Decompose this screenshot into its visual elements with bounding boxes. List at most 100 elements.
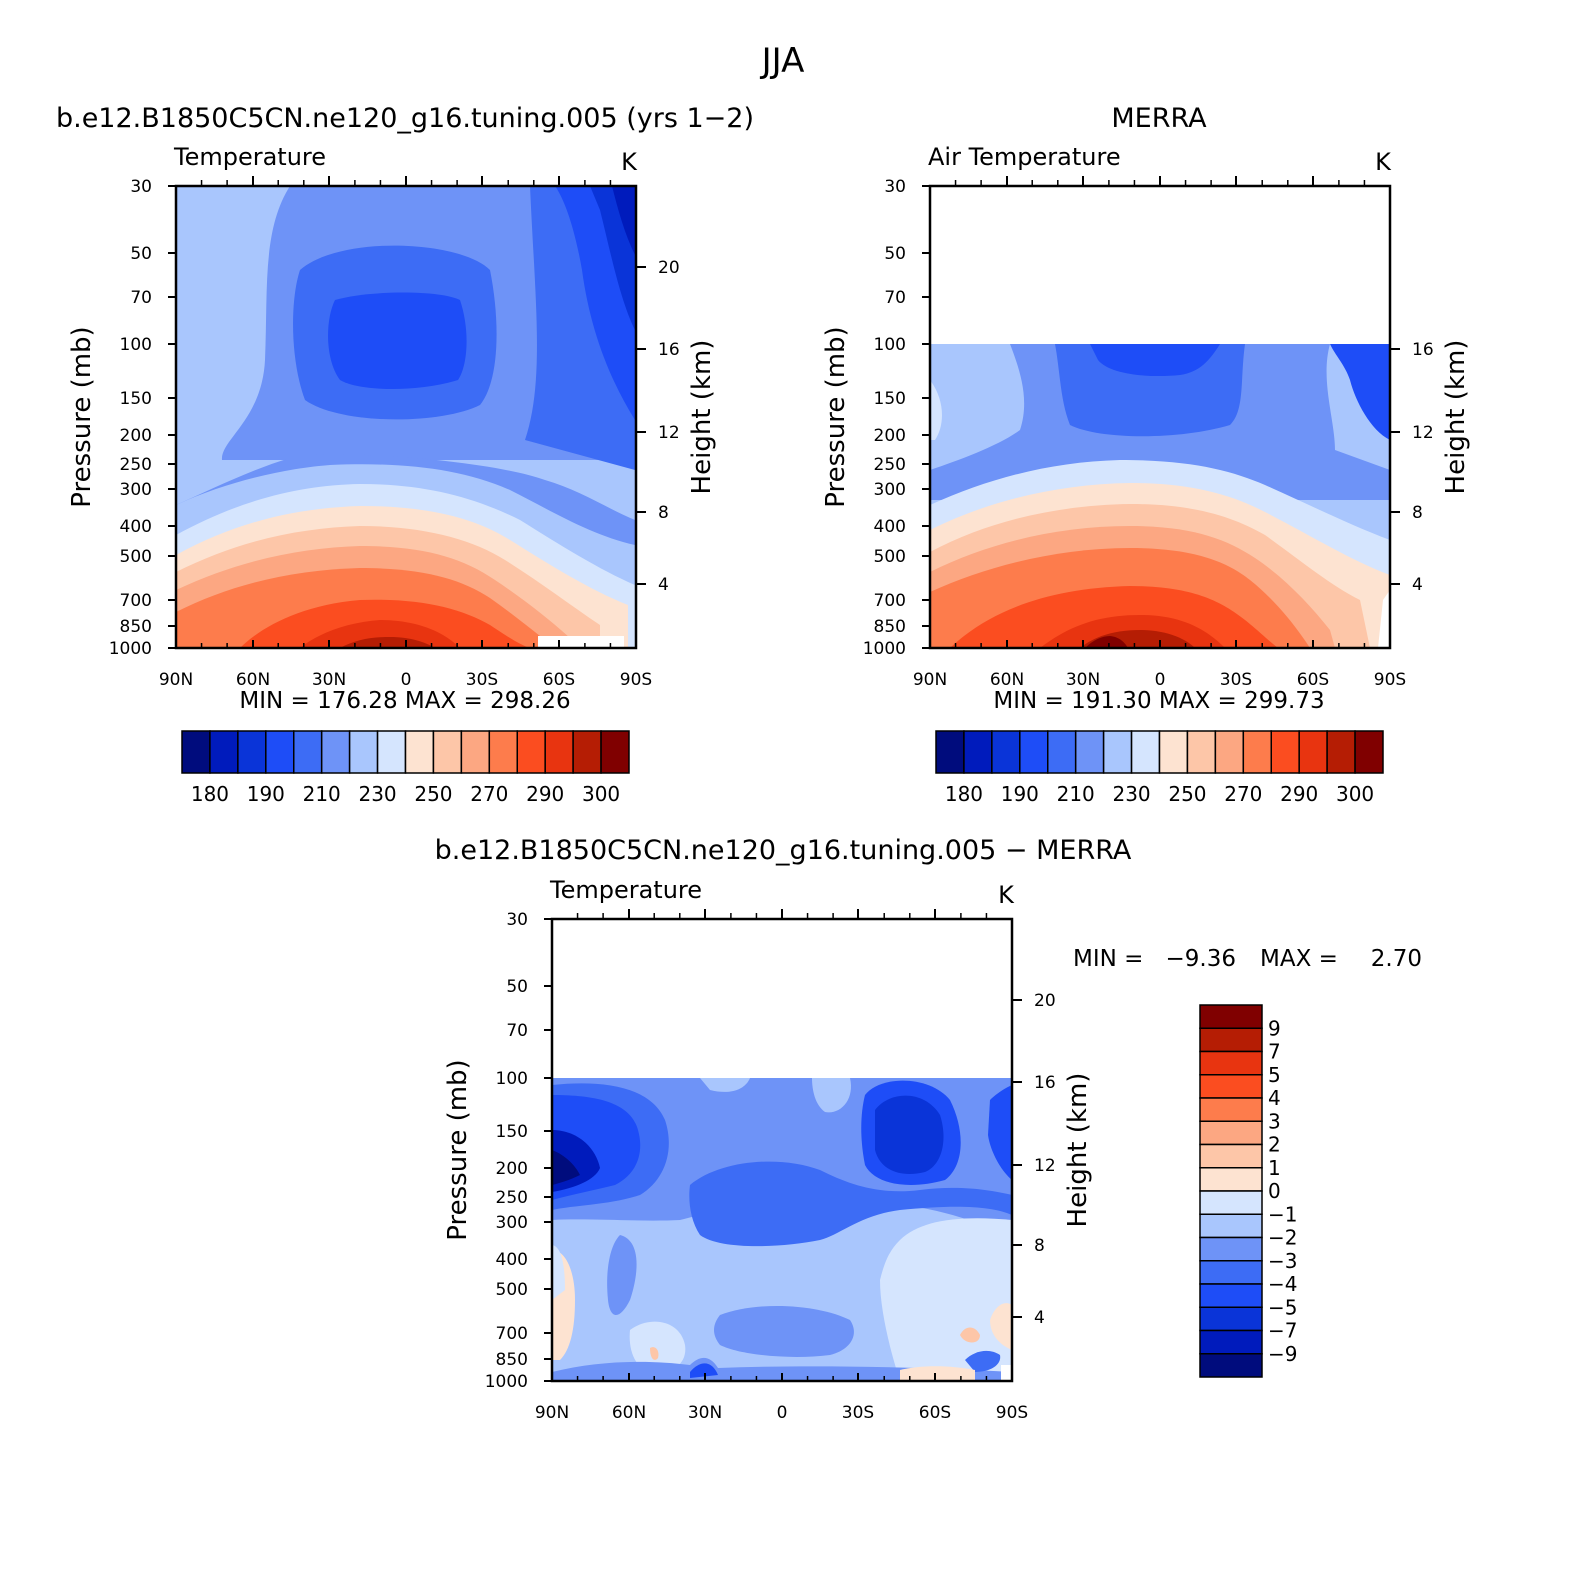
y-tick-150: 150 <box>120 389 176 409</box>
y-tick-850: 850 <box>874 617 930 637</box>
svg-text:0: 0 <box>777 1403 788 1423</box>
y-tick-50: 50 <box>506 977 552 997</box>
panel-model-units: K <box>621 148 638 176</box>
svg-text:8: 8 <box>1412 503 1423 523</box>
svg-text:90S: 90S <box>620 670 652 690</box>
x-tick-60N: 60N <box>990 640 1024 690</box>
y-tick-100: 100 <box>496 1069 552 1089</box>
y-tick-300: 300 <box>874 480 930 500</box>
y-tick-1000: 1000 <box>109 639 176 659</box>
svg-text:100: 100 <box>120 335 152 355</box>
y-tick-250: 250 <box>120 455 176 475</box>
svg-text:850: 850 <box>874 617 906 637</box>
colorbar-box <box>348 730 379 774</box>
colorbar-label: 180 <box>945 782 983 806</box>
colorbar-box <box>488 730 518 774</box>
colorbar-label: 9 <box>1268 1016 1281 1040</box>
colorbar-box <box>963 730 993 774</box>
colorbar-label: −2 <box>1268 1226 1297 1250</box>
svg-text:1000: 1000 <box>109 639 152 659</box>
svg-text:60S: 60S <box>919 1403 951 1423</box>
colorbar-box <box>544 730 574 774</box>
panel-obs-units: K <box>1375 148 1392 176</box>
colorbar-label: 210 <box>1057 782 1095 806</box>
colorbar-box <box>1199 1353 1263 1378</box>
y-tick-850: 850 <box>496 1350 552 1370</box>
colorbar-label: 290 <box>526 782 564 806</box>
colorbar-label: −9 <box>1268 1342 1297 1366</box>
figure-title: JJA <box>760 41 805 81</box>
y-right-tick-4: 4 <box>1390 575 1423 595</box>
y-tick-300: 300 <box>496 1213 552 1233</box>
colorbar-label: 1 <box>1268 1156 1281 1180</box>
y-tick-70: 70 <box>130 288 176 308</box>
colorbar-box <box>1199 1143 1263 1169</box>
y-tick-30: 30 <box>506 910 552 930</box>
y-tick-700: 700 <box>874 591 930 611</box>
panel-diff: b.e12.B1850C5CN.ne120_g16.tuning.005 − M… <box>435 835 1422 1423</box>
x-tick-90N: 90N <box>535 1373 569 1423</box>
y-tick-500: 500 <box>874 547 930 567</box>
colorbar-label: −5 <box>1268 1295 1297 1319</box>
svg-text:70: 70 <box>884 288 906 308</box>
colorbar-box <box>1199 1097 1263 1122</box>
svg-text:100: 100 <box>496 1069 528 1089</box>
colorbar-box <box>1047 730 1077 774</box>
panel-diff-field <box>552 1078 1012 1381</box>
svg-text:500: 500 <box>874 547 906 567</box>
svg-text:16: 16 <box>1034 1073 1056 1093</box>
x-tick-30N: 30N <box>1066 640 1100 690</box>
colorbar-box <box>1019 730 1049 774</box>
svg-text:700: 700 <box>120 591 152 611</box>
x-tick-90S: 90S <box>1374 640 1406 690</box>
colorbar-box <box>460 730 491 774</box>
top-major-ticks <box>628 909 936 919</box>
y-tick-200: 200 <box>496 1159 552 1179</box>
colorbar-box <box>1242 730 1272 774</box>
y-tick-1000: 1000 <box>863 639 930 659</box>
colorbar-label: 270 <box>1224 782 1262 806</box>
colorbar-box <box>1354 730 1384 774</box>
colorbar-box <box>1130 730 1161 774</box>
x-tick-30S: 30S <box>466 640 498 690</box>
colorbar-box <box>1214 730 1245 774</box>
svg-text:50: 50 <box>884 244 906 264</box>
colorbar-label: 230 <box>1112 782 1150 806</box>
svg-text:30S: 30S <box>842 1403 874 1423</box>
svg-text:100: 100 <box>874 335 906 355</box>
colorbar-label: 7 <box>1268 1040 1281 1064</box>
panel-obs-ylabel: Pressure (mb) <box>821 326 851 507</box>
colorbar-box <box>600 730 630 774</box>
panel-model-ylabel: Pressure (mb) <box>67 326 97 507</box>
y-right-tick-8: 8 <box>1390 503 1423 523</box>
colorbar-box <box>1074 730 1105 774</box>
y-right-tick-16: 16 <box>636 340 680 360</box>
svg-text:150: 150 <box>496 1122 528 1142</box>
x-tick-90S: 90S <box>620 640 652 690</box>
colorbar-box <box>1199 1050 1263 1076</box>
colorbar-box <box>1298 730 1328 774</box>
x-tick-90N: 90N <box>159 640 193 690</box>
colorbar-box <box>1199 1236 1263 1262</box>
y-tick-400: 400 <box>496 1250 552 1270</box>
y-right-tick-12: 12 <box>1012 1156 1056 1176</box>
colorbar-box <box>1199 1074 1263 1099</box>
svg-text:8: 8 <box>658 503 669 523</box>
colorbar-label: −7 <box>1268 1319 1297 1343</box>
y-tick-200: 200 <box>120 426 176 446</box>
svg-text:200: 200 <box>120 426 152 446</box>
panel-model-title: b.e12.B1850C5CN.ne120_g16.tuning.005 (yr… <box>56 103 754 134</box>
x-tick-0: 0 <box>1155 640 1165 690</box>
panel-model-ticks: 90N 60N 30N 0 30S 60S 90S 30 50 70 100 1… <box>109 176 680 690</box>
panel-model-field <box>176 186 636 648</box>
x-tick-90N: 90N <box>913 640 947 690</box>
panel-obs-title: MERRA <box>1111 103 1207 134</box>
colorbar-box <box>1199 1167 1263 1192</box>
colorbar-box <box>1102 730 1133 774</box>
panel-model-ylabel-right: Height (km) <box>687 340 717 495</box>
colorbar-label: 4 <box>1268 1086 1281 1110</box>
panel-diff-left-string: Temperature <box>549 876 702 904</box>
svg-text:700: 700 <box>874 591 906 611</box>
panel-diff-ticks: 90N 60N 30N 0 30S 60S 90S 30 50 70 100 1… <box>485 909 1056 1423</box>
colorbar-label: 3 <box>1268 1109 1281 1133</box>
